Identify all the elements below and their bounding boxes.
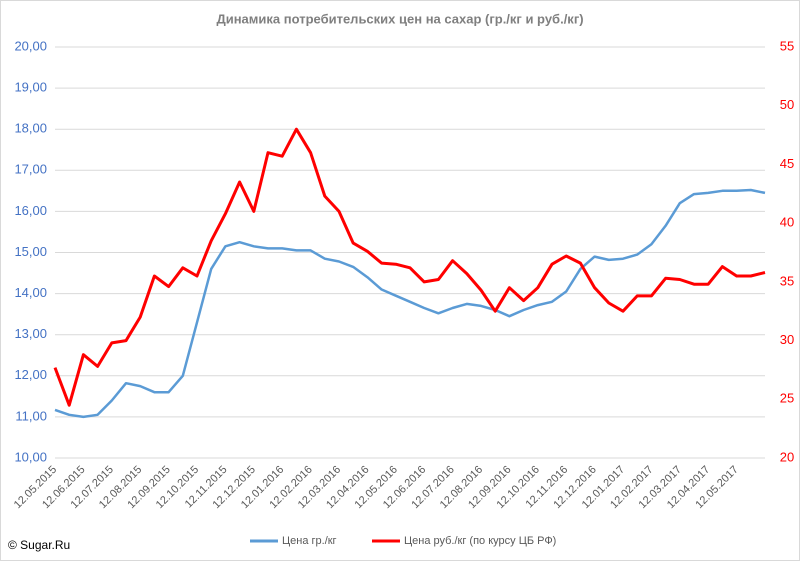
y-tick-label: 14,00 [14, 285, 47, 300]
y-tick-label: 16,00 [14, 203, 47, 218]
y-tick-label: 18,00 [14, 121, 47, 136]
y2-tick-label: 45 [780, 156, 794, 171]
y2-tick-label: 40 [780, 215, 794, 230]
y-tick-label: 10,00 [14, 449, 47, 464]
y2-tick-label: 30 [780, 332, 794, 347]
y-tick-label: 11,00 [15, 408, 47, 423]
y-tick-label: 12,00 [14, 367, 47, 382]
y-tick-label: 19,00 [14, 80, 47, 95]
legend-label: Цена руб./кг (по курсу ЦБ РФ) [404, 535, 556, 547]
y2-tick-label: 25 [780, 391, 794, 406]
y-tick-label: 13,00 [14, 326, 47, 341]
copyright: © Sugar.Ru [8, 538, 70, 552]
y-tick-label: 20,00 [14, 38, 47, 53]
y2-tick-label: 20 [780, 449, 794, 464]
chart-title: Динамика потребительских цен на сахар (г… [216, 11, 583, 26]
y2-tick-label: 55 [780, 38, 794, 53]
y-tick-label: 17,00 [14, 162, 47, 177]
legend-label: Цена гр./кг [282, 535, 337, 547]
y2-tick-label: 50 [780, 97, 794, 112]
series-line [53, 127, 766, 407]
y-tick-label: 15,00 [14, 244, 47, 259]
y2-tick-label: 35 [780, 273, 794, 288]
series-line [54, 188, 766, 419]
